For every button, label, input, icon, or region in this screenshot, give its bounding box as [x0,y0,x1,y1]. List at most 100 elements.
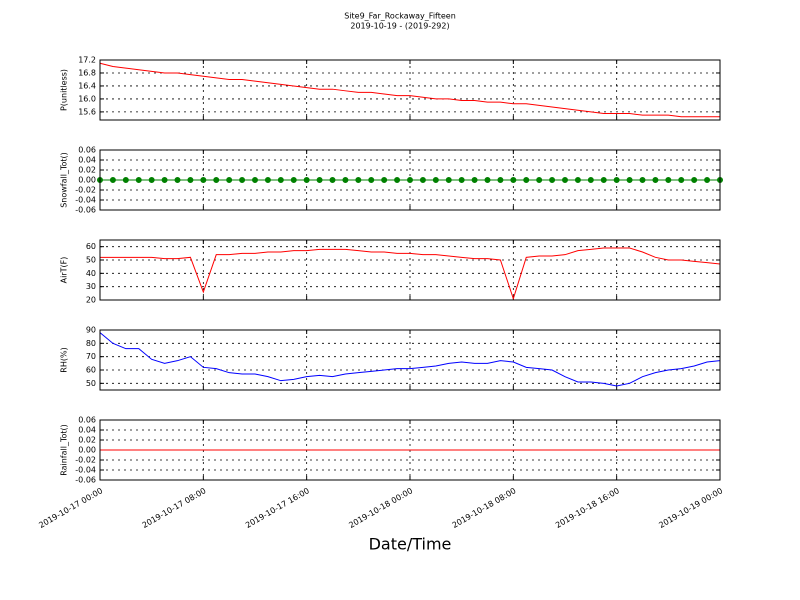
data-point [549,177,556,183]
data-point [510,177,517,183]
data-point [471,177,478,183]
x-tick-label: 2019-10-19 00:00 [657,486,724,530]
data-point [678,177,685,183]
y-axis-label: P(unitless) [60,69,69,111]
data-point [497,177,504,183]
data-point [600,177,607,183]
y-tick-label: 0.06 [78,146,96,155]
data-point [290,177,297,183]
y-tick-label: 0.04 [78,156,96,165]
data-point [484,177,491,183]
data-point [303,177,310,183]
x-axis-label: Date/Time [369,535,452,554]
y-tick-label: 30 [86,282,96,291]
data-point [109,177,116,183]
data-point [523,177,530,183]
chart-subtitle: 2019-10-19 - (2019-292) [350,22,449,31]
y-tick-label: 0.02 [78,166,96,175]
plot-frame [99,419,721,481]
y-tick-label: 20 [86,296,96,305]
data-point [626,177,633,183]
y-tick-label: 60 [86,366,96,375]
data-point [200,177,207,183]
data-point [691,177,698,183]
data-point [277,177,284,183]
chart-title: Site9_Far_Rockaway_Fifteen [344,12,456,21]
y-axis-label: Snowfall_Tot() [60,152,69,208]
x-tick-label: 2019-10-17 00:00 [37,486,104,530]
data-point [536,177,543,183]
data-point [445,177,452,183]
data-point [368,177,375,183]
data-point [187,177,194,183]
y-axis-label: Rainfall_Tot() [60,424,69,476]
data-point [135,177,142,183]
data-point [613,177,620,183]
x-tick-label: 2019-10-18 00:00 [347,486,414,530]
y-tick-label: 50 [86,379,96,388]
y-tick-label: 0.00 [78,176,96,185]
y-tick-label: 70 [86,352,96,361]
data-point [574,177,581,183]
x-tick-label: 2019-10-17 16:00 [244,486,311,530]
data-point [239,177,246,183]
data-point [665,177,672,183]
data-point [226,177,233,183]
data-point [394,177,401,183]
y-tick-label: 60 [86,242,96,251]
data-point [342,177,349,183]
y-tick-label: -0.02 [75,456,96,465]
y-tick-label: 0.04 [78,426,96,435]
data-point [432,177,439,183]
x-tick-label: 2019-10-18 08:00 [451,486,518,530]
data-point [122,177,129,183]
data-line [99,62,720,118]
y-tick-label: 0.00 [78,446,96,455]
data-point [407,177,413,183]
plot-frame [99,149,721,211]
y-tick-label: -0.06 [75,206,96,215]
y-tick-label: 16.8 [78,68,96,77]
plot-frame [99,59,721,121]
y-tick-label: 0.06 [78,416,96,425]
data-line [99,332,721,387]
plot-frame [99,239,721,301]
data-line [100,247,721,301]
y-tick-label: -0.04 [75,466,96,475]
data-point [639,177,646,183]
data-point [264,177,271,183]
data-point [161,177,168,183]
data-point [704,177,711,183]
data-point [355,177,362,183]
data-point [652,177,659,183]
x-tick-label: 2019-10-17 08:00 [141,486,208,530]
data-point [213,177,220,183]
y-axis-label: RH(%) [60,347,69,372]
data-point [458,177,465,183]
data-point [329,177,336,183]
y-tick-label: 40 [86,269,96,278]
y-tick-label: 0.02 [78,436,96,445]
data-point [148,177,155,183]
y-tick-label: 16.0 [78,94,96,103]
y-tick-label: 50 [86,256,96,265]
y-tick-label: -0.06 [75,476,96,485]
y-axis-label: AirT(F) [60,257,69,284]
data-point [562,177,568,183]
y-tick-label: 15.6 [78,107,96,116]
y-tick-label: -0.04 [75,196,96,205]
y-tick-label: 90 [86,326,96,335]
data-point [419,177,426,183]
y-tick-label: 80 [86,339,96,348]
plot-frame [99,329,721,391]
data-point [252,177,258,183]
x-tick-label: 2019-10-18 16:00 [554,486,621,530]
data-point [316,177,323,183]
data-point [381,177,388,183]
data-point [174,177,181,183]
y-tick-label: 16.4 [78,81,96,90]
data-point [587,177,594,183]
y-tick-label: -0.02 [75,186,96,195]
